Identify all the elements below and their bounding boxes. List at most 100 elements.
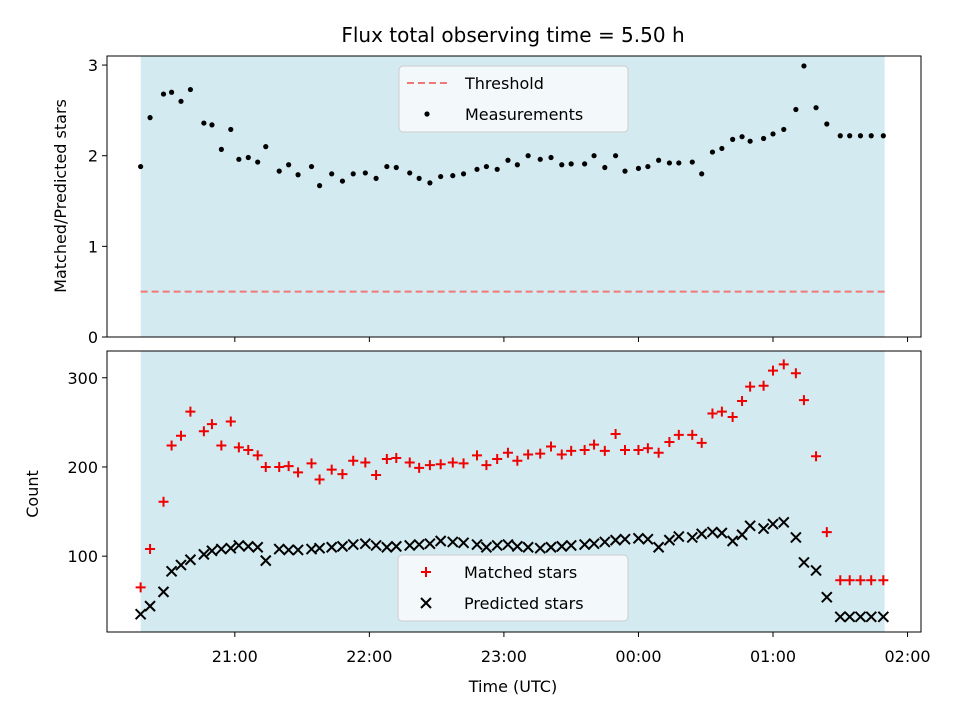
measurement-point [450,173,456,179]
measurement-point [760,135,767,142]
measurement-point [474,166,480,172]
y-tick-label: 1 [88,237,98,256]
predicted-stars-point [165,565,178,578]
measurement-point [187,86,194,93]
legend-matched-swatch [421,567,431,577]
matched-stars-point [502,447,513,458]
matched-stars-point [135,582,146,593]
legend-box [398,65,629,133]
predicted-stars-point [260,554,272,567]
predicted-stars-point [282,544,295,556]
matched-stars-point [314,474,325,485]
matched-stars-point [274,461,285,472]
measurement-point [438,173,444,180]
predicted-stars-point [390,540,402,553]
measurement-point [857,133,864,139]
measurement-point [514,162,520,168]
matched-stars-point [435,459,446,470]
matched-stars-point [523,449,534,460]
predicted-stars-point [198,548,210,561]
axes-frame [106,350,922,633]
predicted-stars-point [215,543,228,555]
matched-stars-point [579,445,590,456]
matched-stars-point [260,461,271,472]
matched-stars-point [360,457,371,468]
measurement-point [747,138,753,144]
matched-stars-point [306,458,317,469]
measurement-point [730,136,736,142]
y-tick-label: 2 [88,147,98,166]
matched-stars-point [758,380,769,391]
matched-stars-point [233,442,244,453]
predicted-stars-point [413,538,425,551]
measurement-point [308,163,315,170]
measurement-point [781,126,787,133]
measurement-point [329,171,335,177]
matched-stars-point [283,461,294,472]
predicted-stars-point [325,541,338,553]
matched-stars-point [589,439,600,450]
measurement-point [880,133,886,139]
measurement-point [168,89,175,95]
predicted-stars-point [491,539,503,552]
measurement-point [407,170,413,176]
matched-stars-point [481,460,492,471]
matched-stars-point [798,395,809,406]
predicted-stars-point [233,539,245,552]
matched-stars-point [243,445,254,456]
predicted-stars-point [134,608,147,620]
top-y-axis-label: Matched/Predicted stars [51,99,70,293]
matched-stars-point [145,544,156,555]
matched-stars-point [348,455,359,466]
x-tick-label: 21:00 [212,647,258,666]
predicted-stars-point [865,611,877,623]
measurement-point [537,156,543,162]
measurement-point [656,157,662,163]
x-tick-label: 23:00 [481,647,527,666]
predicted-stars-point [457,537,470,549]
measurement-point [295,172,301,178]
x-tick-label: 02:00 [884,647,930,666]
predicted-stars-point [184,554,197,566]
measurement-point [699,171,705,177]
measurement-point [460,171,467,177]
predicted-stars-point [404,539,416,552]
matched-stars-point [176,430,186,441]
measurement-point [568,161,574,167]
predicted-stars-point [706,526,719,538]
predicted-stars-point [447,536,459,548]
legend-predicted-swatch [420,597,432,609]
measurement-point [559,162,565,168]
measurement-point [218,146,224,152]
matched-stars-point [414,462,425,473]
matched-stars-point [673,429,684,440]
predicted-stars-point [663,534,676,546]
y-tick-label: 3 [88,56,98,75]
predicted-stars-point [821,591,833,603]
top-legend: Threshold Measurements [398,65,629,133]
matched-stars-point [821,527,832,538]
matched-stars-point [381,453,392,464]
predicted-stars-point [767,518,779,530]
matched-stars-point [371,469,382,480]
y-tick-label: 100 [67,547,98,566]
matched-stars-point [620,445,630,456]
measurement-point [622,168,628,174]
measurement-point [393,164,399,171]
predicted-stars-point [292,544,304,556]
measurement-point [525,153,531,159]
measurement-point [350,171,356,177]
matched-stars-point [185,406,196,417]
predicted-stars-point [144,600,156,612]
chart-title: Flux total observing time = 5.50 h [341,23,684,47]
x-tick-label: 00:00 [615,647,661,666]
predicted-stars-point [790,531,802,544]
measurement-point [245,154,251,161]
measurement-point [635,165,642,171]
predicted-stars-point [673,530,685,543]
predicted-stars-point [242,540,254,553]
matched-stars-point [633,445,644,456]
measurement-point [801,63,807,69]
measurement-point [847,133,853,139]
measurement-point [201,120,207,126]
